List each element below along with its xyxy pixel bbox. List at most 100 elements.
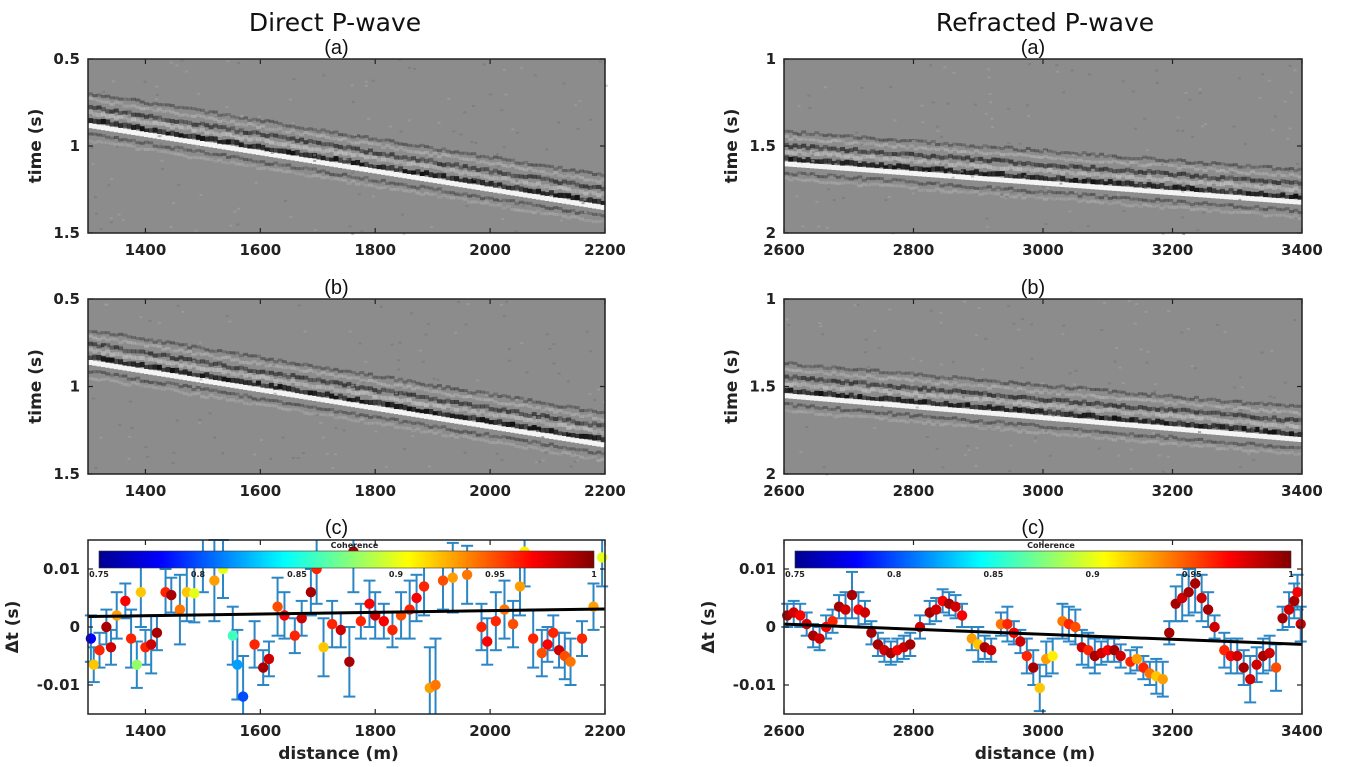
wavelet-band [566, 404, 572, 408]
wavelet-band [978, 383, 984, 387]
wavelet-band [1129, 392, 1135, 396]
wavelet-band [809, 138, 815, 142]
wavelet-band [346, 417, 352, 421]
first-arrival-event [221, 381, 227, 387]
noise-speckle [495, 452, 499, 455]
wavelet-band [251, 136, 257, 141]
wavelet-band [965, 396, 971, 401]
x-tick-label: 2800 [893, 241, 935, 259]
first-arrival-event [1181, 427, 1187, 433]
wavelet-band [161, 387, 167, 391]
wavelet-band [1237, 446, 1243, 450]
wavelet-band [1064, 192, 1070, 196]
wavelet-band [1068, 157, 1074, 161]
wavelet-band [144, 357, 149, 362]
wavelet-band [1168, 441, 1174, 445]
wavelet-band [346, 369, 352, 373]
wavelet-band [1017, 407, 1023, 413]
wavelet-band [303, 382, 309, 387]
wavelet-band [1263, 214, 1269, 218]
wavelet-band [1142, 398, 1148, 402]
noise-speckle [452, 130, 456, 133]
wavelet-band [165, 109, 171, 113]
wavelet-band [467, 409, 473, 414]
wavelet-band [548, 416, 554, 421]
x-tick-label: 1800 [354, 482, 396, 500]
wavelet-band [393, 155, 399, 160]
wavelet-band [1112, 159, 1117, 163]
wavelet-band [969, 144, 975, 148]
wavelet-band [449, 394, 455, 398]
wavelet-band [570, 175, 576, 179]
wavelet-band [389, 422, 395, 426]
wavelet-band [1228, 445, 1234, 449]
wavelet-band [853, 161, 858, 167]
wavelet-band [948, 190, 953, 194]
wavelet-band [122, 382, 128, 386]
wavelet-band [312, 411, 317, 415]
wavelet-band [156, 149, 162, 153]
wavelet-band [943, 155, 949, 160]
wavelet-band [1150, 399, 1156, 403]
wavelet-band [857, 175, 863, 179]
wavelet-band [1289, 188, 1294, 193]
wavelet-band [1030, 162, 1035, 167]
wavelet-band [536, 181, 541, 186]
wavelet-band [363, 414, 369, 418]
wavelet-band [411, 380, 417, 384]
noise-speckle [94, 466, 98, 469]
wavelet-band [822, 385, 828, 390]
wavelet-band [200, 114, 205, 118]
wavelet-band [174, 357, 180, 362]
wavelet-band [527, 441, 533, 445]
wavelet-band [514, 423, 520, 429]
wavelet-band [432, 188, 438, 192]
wavelet-band [441, 194, 447, 198]
wavelet-band [540, 419, 546, 424]
wavelet-band [428, 192, 434, 196]
wavelet-band [264, 358, 270, 362]
first-arrival-event [870, 400, 876, 406]
wavelet-band [600, 430, 606, 435]
wavelet-band [449, 150, 455, 154]
wavelet-band [1211, 188, 1217, 194]
wavelet-band [1094, 195, 1100, 199]
wavelet-band [264, 370, 270, 375]
wavelet-band [376, 143, 382, 147]
noise-speckle [99, 436, 103, 439]
wavelet-band [1146, 418, 1152, 424]
first-arrival-event [960, 174, 966, 180]
wavelet-band [230, 139, 236, 145]
wavelet-band [935, 160, 940, 165]
wavelet-band [1237, 412, 1243, 417]
wavelet-band [930, 159, 936, 164]
noise-speckle [1063, 168, 1067, 171]
wavelet-band [1267, 410, 1273, 414]
wavelet-band [1159, 158, 1165, 162]
wavelet-band [497, 394, 503, 398]
wavelet-band [419, 193, 425, 197]
colorbar-tick-label: 0.75 [89, 570, 109, 579]
noise-speckle [811, 160, 815, 163]
noise-speckle [514, 230, 518, 233]
wavelet-band [492, 155, 498, 159]
wavelet-band [1224, 404, 1230, 408]
noise-speckle [536, 430, 540, 433]
data-points [781, 553, 1307, 713]
wavelet-band [1017, 193, 1023, 197]
wavelet-band [926, 155, 932, 160]
wavelet-band [1133, 197, 1139, 201]
wavelet-band [1163, 413, 1169, 418]
wavelet-band [527, 201, 533, 205]
wavelet-band [1055, 398, 1061, 403]
wavelet-band [1043, 389, 1048, 393]
wavelet-band [436, 430, 442, 434]
wavelet-band [273, 133, 279, 138]
wavelet-band [848, 148, 854, 153]
wavelet-band [999, 153, 1005, 157]
wavelet-band [1012, 395, 1018, 400]
wavelet-band [1163, 204, 1169, 208]
first-arrival-event [840, 398, 846, 404]
wavelet-band [178, 385, 184, 389]
wavelet-band [926, 181, 932, 185]
